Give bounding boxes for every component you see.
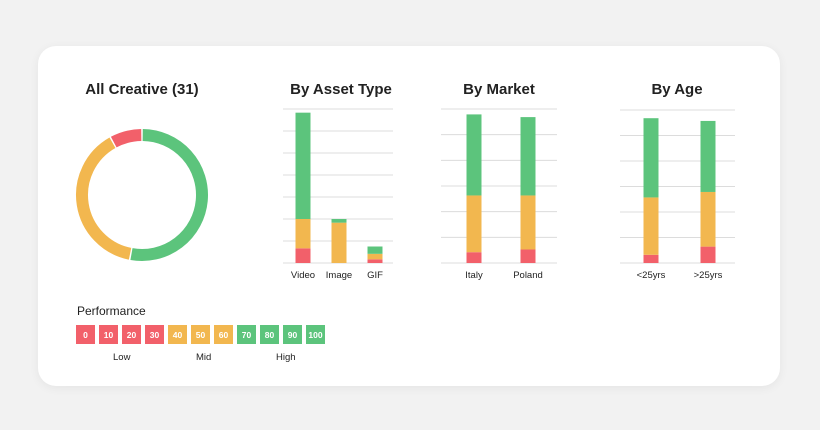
performance-step-30: 30 [145, 325, 164, 344]
bar-segment-gif [367, 259, 383, 263]
bar-segment-poland [520, 117, 536, 196]
x-tick-label: Image [326, 270, 352, 281]
chart-title: By Age [651, 81, 702, 98]
performance-title: Performance [77, 304, 146, 318]
bar-segment-video [295, 219, 311, 249]
donut-slice-mid [76, 137, 132, 260]
donut-slice-high [130, 129, 208, 261]
bar-segment-italy [466, 114, 482, 196]
bar-segment-25yrs [643, 197, 659, 255]
bar-segment-25yrs [700, 246, 716, 263]
performance-step-10: 10 [99, 325, 118, 344]
x-tick-label: <25yrs [637, 270, 666, 281]
performance-high-label: High [276, 352, 296, 363]
chart-title: By Market [463, 81, 535, 98]
bar-segment-poland [520, 195, 536, 250]
donut-slice-low [110, 129, 142, 148]
bar-segment-video [295, 112, 311, 219]
performance-mid-label: Mid [196, 352, 212, 363]
performance-step-50: 50 [191, 325, 210, 344]
bar-segment-gif [367, 253, 383, 260]
bar-segment-image [331, 222, 347, 263]
performance-scale: 0 10 20 30 40 50 60 70 80 90 100 [76, 325, 325, 344]
bar-segment-italy [466, 195, 482, 253]
bar-segment-25yrs [700, 120, 716, 192]
chart-title: By Asset Type [290, 81, 392, 98]
performance-step-70: 70 [237, 325, 256, 344]
performance-low-label: Low [113, 352, 131, 363]
x-tick-label: Video [291, 270, 315, 281]
bar-segment-video [295, 248, 311, 263]
x-tick-label: >25yrs [694, 270, 723, 281]
x-tick-label: Poland [513, 270, 543, 281]
performance-step-90: 90 [283, 325, 302, 344]
performance-step-80: 80 [260, 325, 279, 344]
performance-step-60: 60 [214, 325, 233, 344]
performance-step-100: 100 [306, 325, 325, 344]
bar-segment-image [331, 219, 347, 223]
performance-step-0: 0 [76, 325, 95, 344]
bar-segment-italy [466, 252, 482, 263]
performance-step-20: 20 [122, 325, 141, 344]
x-tick-label: GIF [367, 270, 383, 281]
performance-step-40: 40 [168, 325, 187, 344]
x-tick-label: Italy [465, 270, 483, 281]
bar-segment-poland [520, 249, 536, 263]
bar-segment-25yrs [643, 254, 659, 263]
bar-segment-25yrs [643, 118, 659, 198]
bar-segment-25yrs [700, 191, 716, 247]
bar-segment-gif [367, 246, 383, 254]
chart-title: All Creative (31) [85, 81, 198, 98]
